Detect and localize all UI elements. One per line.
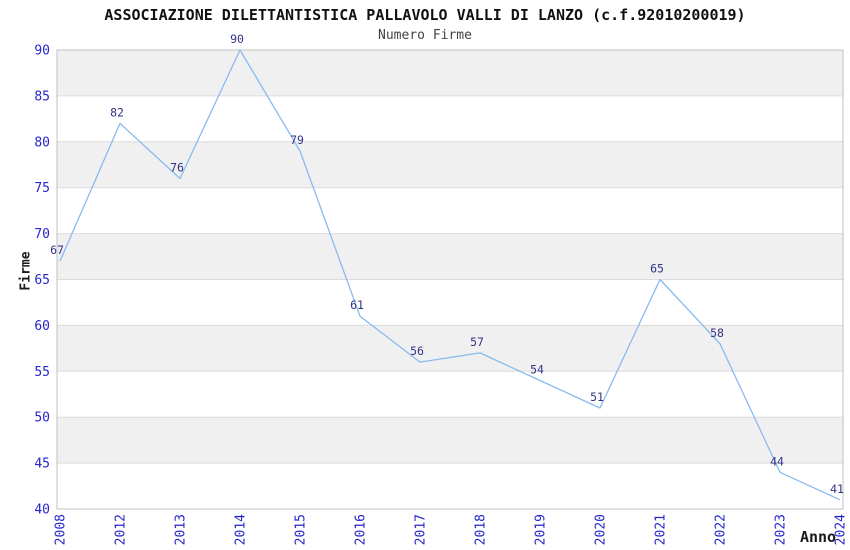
x-tick-label: 2019 bbox=[534, 514, 549, 545]
y-tick-label: 60 bbox=[34, 319, 50, 334]
data-point-label: 44 bbox=[770, 454, 784, 468]
x-tick-label: 2024 bbox=[834, 514, 849, 545]
data-point-label: 90 bbox=[230, 32, 244, 46]
data-point-label: 65 bbox=[650, 262, 664, 276]
x-tick-label: 2023 bbox=[774, 514, 789, 545]
data-point-label: 67 bbox=[50, 243, 64, 257]
x-tick-label: 2015 bbox=[294, 514, 309, 545]
x-tick-label: 2016 bbox=[354, 514, 369, 545]
x-tick-label: 2013 bbox=[174, 514, 189, 545]
y-tick-label: 85 bbox=[34, 89, 50, 104]
y-axis-label: Firme bbox=[18, 251, 34, 291]
x-tick-label: 2020 bbox=[594, 514, 609, 545]
data-point-label: 76 bbox=[170, 161, 184, 175]
y-tick-label: 50 bbox=[34, 411, 50, 426]
series-line bbox=[59, 49, 841, 501]
x-tick-label: 2012 bbox=[114, 514, 129, 545]
data-point-label: 61 bbox=[350, 298, 364, 312]
x-tick-label: 2017 bbox=[414, 514, 429, 545]
y-tick-label: 80 bbox=[34, 135, 50, 150]
y-tick-label: 75 bbox=[34, 181, 50, 196]
data-point-label: 79 bbox=[290, 133, 304, 147]
x-axis-label: Anno bbox=[799, 528, 837, 546]
data-point-label: 57 bbox=[470, 335, 484, 349]
plot-band bbox=[57, 417, 843, 464]
data-point-label: 58 bbox=[710, 326, 724, 340]
x-tick-label: 2014 bbox=[234, 514, 249, 545]
data-point-label: 56 bbox=[410, 344, 424, 358]
plot-border bbox=[56, 49, 844, 510]
data-point-label: 54 bbox=[530, 363, 544, 377]
x-tick-label: 2021 bbox=[654, 514, 669, 545]
y-tick-label: 55 bbox=[34, 365, 50, 380]
chart-title: ASSOCIAZIONE DILETTANTISTICA PALLAVOLO V… bbox=[104, 6, 746, 24]
plot-band bbox=[57, 50, 843, 96]
chart-subtitle: Numero Firme bbox=[378, 28, 472, 43]
y-tick-label: 70 bbox=[34, 227, 50, 242]
x-tick-label: 2022 bbox=[714, 514, 729, 545]
y-tick-label: 90 bbox=[34, 44, 50, 59]
plot-band bbox=[57, 233, 843, 280]
data-point-label: 41 bbox=[830, 482, 844, 496]
y-tick-label: 40 bbox=[34, 503, 50, 518]
plot-band bbox=[57, 325, 843, 372]
x-tick-label: 2018 bbox=[474, 514, 489, 545]
y-tick-label: 65 bbox=[34, 273, 50, 288]
y-tick-label: 45 bbox=[34, 457, 50, 472]
data-point-label: 82 bbox=[110, 105, 124, 119]
data-point-label: 51 bbox=[590, 390, 604, 404]
plot-band bbox=[57, 141, 843, 188]
x-tick-label: 2008 bbox=[54, 514, 69, 545]
